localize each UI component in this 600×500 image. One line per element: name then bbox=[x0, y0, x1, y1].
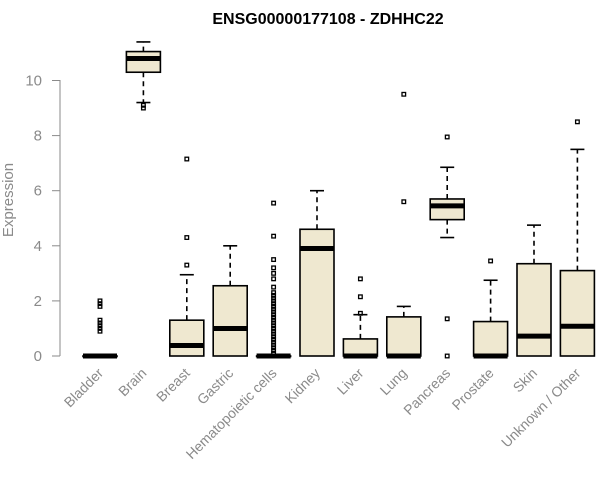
box-rect bbox=[429, 198, 466, 221]
x-tick-label: Gastric bbox=[194, 365, 237, 408]
outlier-point bbox=[444, 134, 450, 140]
outlier-point bbox=[271, 312, 277, 318]
box-liver bbox=[342, 276, 379, 359]
outlier-point bbox=[271, 337, 277, 342]
outlier-point bbox=[97, 325, 103, 331]
outlier-point bbox=[271, 233, 277, 239]
outlier-point bbox=[97, 301, 103, 307]
outlier-point bbox=[184, 235, 190, 240]
y-tick-label: 0 bbox=[34, 348, 42, 365]
outlier-point bbox=[271, 265, 277, 271]
outlier-point bbox=[271, 334, 277, 340]
box-prostate bbox=[472, 258, 509, 359]
outlier-point bbox=[271, 328, 277, 334]
outlier-point bbox=[271, 350, 277, 356]
x-tick-label: Liver bbox=[334, 365, 367, 398]
outlier-point bbox=[140, 102, 146, 108]
outlier-point bbox=[271, 331, 277, 337]
y-tick-label: 2 bbox=[34, 293, 42, 310]
y-tick-label: 10 bbox=[25, 73, 42, 90]
outlier-point bbox=[357, 294, 363, 300]
y-axis-label: Expression bbox=[0, 163, 17, 237]
outlier-point bbox=[97, 298, 103, 304]
outlier-point bbox=[401, 199, 407, 205]
outlier-point bbox=[271, 290, 277, 296]
y-tick-label: 6 bbox=[34, 183, 42, 200]
outlier-point bbox=[574, 119, 580, 125]
outlier-point bbox=[97, 323, 103, 329]
outlier-point bbox=[357, 310, 363, 316]
outlier-point bbox=[184, 262, 190, 268]
outlier-point bbox=[271, 270, 277, 276]
outlier-point bbox=[488, 258, 494, 264]
outlier-point bbox=[271, 298, 277, 304]
x-tick-label: Lung bbox=[377, 365, 410, 398]
box-skin bbox=[516, 224, 552, 357]
box-rect bbox=[212, 284, 248, 357]
outlier-point bbox=[271, 320, 277, 326]
box-rect bbox=[559, 269, 596, 357]
x-tick-label: Kidney bbox=[282, 365, 324, 407]
box-kidney bbox=[299, 189, 335, 357]
outlier-point bbox=[444, 316, 450, 322]
y-tick-label: 8 bbox=[34, 128, 42, 145]
box-breast bbox=[169, 156, 205, 357]
outlier-point bbox=[271, 339, 277, 345]
outlier-point bbox=[271, 323, 277, 329]
x-tick-label: Prostate bbox=[449, 365, 497, 413]
outlier-point bbox=[271, 303, 277, 309]
outlier-point bbox=[401, 91, 407, 97]
chart-title: ENSG00000177108 - ZDHHC22 bbox=[212, 11, 443, 28]
outlier-point bbox=[271, 348, 277, 353]
outlier-point bbox=[97, 317, 103, 323]
outlier-point bbox=[271, 314, 277, 320]
outlier-point bbox=[271, 325, 277, 331]
box-rect bbox=[472, 320, 509, 357]
box-rect bbox=[516, 262, 552, 357]
box-gastric bbox=[212, 245, 248, 357]
x-tick-label: Brain bbox=[115, 365, 149, 399]
box-rect bbox=[125, 50, 162, 74]
x-tick-label: Unknown / Other bbox=[498, 365, 584, 451]
outlier-point bbox=[444, 353, 450, 359]
outlier-point bbox=[271, 317, 277, 323]
x-tick-label: Skin bbox=[510, 365, 541, 396]
box-pancreas bbox=[429, 134, 466, 359]
outlier-point bbox=[271, 342, 277, 348]
box-lung bbox=[385, 91, 422, 359]
x-tick-label: Pancreas bbox=[400, 365, 453, 418]
box-rect bbox=[342, 338, 379, 357]
box-bladder bbox=[82, 298, 118, 359]
outlier-point bbox=[271, 257, 277, 263]
box-rect bbox=[169, 319, 205, 357]
box-brain bbox=[125, 41, 162, 111]
outlier-point bbox=[97, 320, 103, 326]
outlier-point bbox=[271, 200, 277, 206]
box-rect bbox=[385, 316, 422, 357]
box-hematopoietic-cells bbox=[255, 200, 292, 359]
outlier-point bbox=[97, 303, 103, 309]
outlier-point bbox=[271, 295, 277, 301]
box-unknown-other bbox=[559, 119, 596, 357]
y-tick-label: 4 bbox=[34, 238, 42, 255]
outlier-point bbox=[97, 328, 103, 334]
outlier-point bbox=[357, 276, 363, 282]
outlier-point bbox=[271, 292, 277, 298]
y-axis-ticks: 0 2 4 6 8 10 bbox=[25, 73, 60, 365]
box-group bbox=[82, 41, 596, 359]
outlier-point bbox=[140, 105, 146, 111]
outlier-point bbox=[271, 306, 277, 312]
outlier-point bbox=[271, 309, 277, 315]
outlier-point bbox=[271, 284, 277, 290]
x-tick-label: Bladder bbox=[61, 365, 107, 411]
outlier-point bbox=[271, 301, 277, 307]
outlier-point bbox=[271, 276, 277, 282]
x-tick-label: Breast bbox=[153, 365, 193, 405]
outlier-point bbox=[271, 345, 277, 351]
outlier-point bbox=[184, 156, 190, 162]
